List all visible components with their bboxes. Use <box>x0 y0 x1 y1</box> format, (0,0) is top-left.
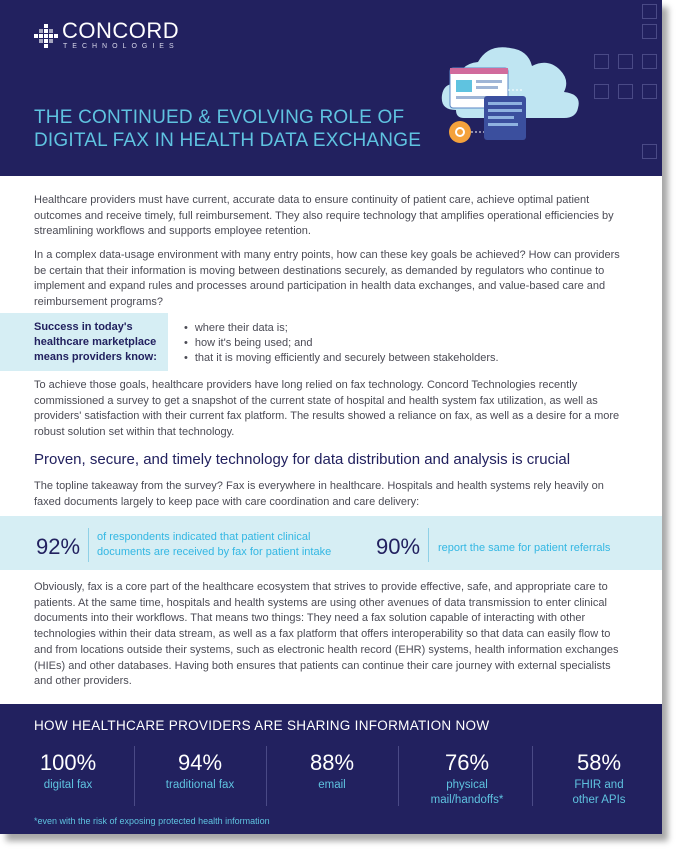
stat-divider <box>88 528 89 562</box>
gear-icon <box>449 121 471 143</box>
intro-paragraph: Healthcare providers must have current, … <box>34 194 614 238</box>
footer-stat-label: email <box>318 779 346 791</box>
footer-divider <box>532 746 533 806</box>
callout-title: Success in today's healthcare marketplac… <box>34 321 157 363</box>
bullet-item: where their data is; <box>184 321 499 336</box>
footer-stat: 94% traditional fax <box>150 750 250 793</box>
concord-logo: CONCORD TECHNOLOGIES <box>34 20 179 52</box>
footer-stat-label: traditional fax <box>165 779 235 791</box>
logo-subtitle: TECHNOLOGIES <box>63 43 179 50</box>
footer-stat-label: digital fax <box>43 779 93 791</box>
question-paragraph: In a complex data-usage environment with… <box>34 249 620 309</box>
footer-stat-value: 100% <box>39 750 97 775</box>
bullet-item: that it is moving efficiently and secure… <box>184 351 499 366</box>
footer-stat: 88% email <box>282 750 382 793</box>
footer-divider <box>266 746 267 806</box>
concord-logo-icon <box>34 24 58 48</box>
stat-description: of respondents indicated that patient cl… <box>97 531 332 558</box>
footnote: *even with the risk of exposing protecte… <box>34 816 270 826</box>
footer-stat: 100% digital fax <box>20 750 116 793</box>
title-line-1: THE CONTINUED & EVOLVING ROLE OF <box>34 107 405 128</box>
stat-value: 90% <box>376 534 421 559</box>
bullet-item: how it's being used; and <box>184 336 499 351</box>
footer-stat-value: 88% <box>309 750 355 775</box>
callout-band <box>0 313 168 371</box>
takeaway-paragraph: The topline takeaway from the survey? Fa… <box>34 480 604 508</box>
page-title: THE CONTINUED & EVOLVING ROLE OF DIGITAL… <box>34 106 421 152</box>
callout-bullets: where their data is; how it's being used… <box>184 321 499 366</box>
stats-band <box>0 516 662 570</box>
document-page: CONCORD TECHNOLOGIES <box>0 0 662 834</box>
footer-stat: 58% FHIR and other APIs <box>548 750 650 808</box>
footer-stat-label: FHIR and other APIs <box>572 779 626 806</box>
logo-name: CONCORD <box>62 18 180 43</box>
stat-value: 92% <box>36 534 81 559</box>
footer-divider <box>398 746 399 806</box>
header-banner: CONCORD TECHNOLOGIES <box>0 0 662 176</box>
section-heading: Proven, secure, and timely technology fo… <box>34 451 571 468</box>
stat-description: report the same for patient referrals <box>438 542 611 554</box>
footer-divider <box>134 746 135 806</box>
footer-stat-label: physical mail/handoffs* <box>430 779 504 806</box>
footer-banner <box>0 704 662 834</box>
title-line-2: DIGITAL FAX IN HEALTH DATA EXCHANGE <box>34 130 422 151</box>
footer-stat-value: 94% <box>177 750 223 775</box>
closing-paragraph: Obviously, fax is a core part of the hea… <box>34 581 619 688</box>
footer-stat-value: 58% <box>576 750 622 775</box>
cloud-documents-illustration <box>441 47 579 143</box>
survey-paragraph: To achieve those goals, healthcare provi… <box>34 379 620 439</box>
stat-divider <box>428 528 429 562</box>
footer-stat-value: 76% <box>444 750 490 775</box>
footer-stat: 76% physical mail/handoffs* <box>414 750 520 808</box>
footer-title: HOW HEALTHCARE PROVIDERS ARE SHARING INF… <box>34 718 490 733</box>
